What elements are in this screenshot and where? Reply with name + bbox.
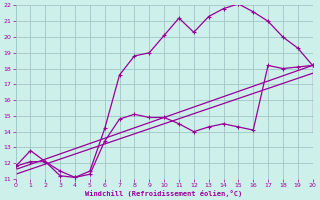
- X-axis label: Windchill (Refroidissement éolien,°C): Windchill (Refroidissement éolien,°C): [85, 190, 243, 197]
